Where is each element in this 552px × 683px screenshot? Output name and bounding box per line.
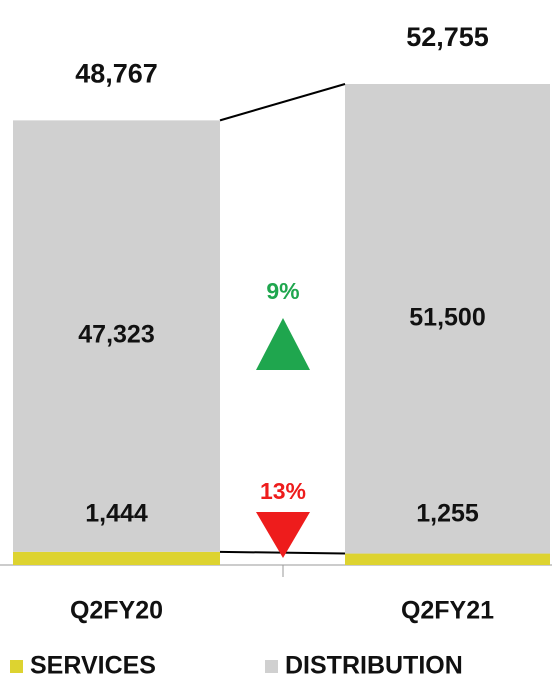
change-arrow bbox=[256, 512, 310, 558]
change-label: 9% bbox=[266, 278, 299, 304]
bar-segment bbox=[13, 120, 220, 552]
data-label: 51,500 bbox=[409, 303, 485, 331]
data-label: 1,444 bbox=[85, 500, 148, 528]
x-tick-label: Q2FY20 bbox=[70, 597, 163, 625]
total-label: 52,755 bbox=[406, 22, 489, 52]
change-arrow bbox=[256, 318, 310, 370]
bar-segment bbox=[13, 551, 220, 565]
bar-segment bbox=[345, 553, 550, 565]
legend-label: SERVICES bbox=[30, 652, 156, 680]
legend-swatch bbox=[265, 660, 278, 673]
total-label: 48,767 bbox=[75, 58, 158, 88]
x-tick-label: Q2FY21 bbox=[401, 597, 494, 625]
change-label: 13% bbox=[260, 478, 306, 504]
data-label: 1,255 bbox=[416, 500, 479, 528]
connector bbox=[219, 83, 346, 122]
legend-label: DISTRIBUTION bbox=[285, 652, 463, 680]
legend-swatch bbox=[10, 660, 23, 673]
data-label: 47,323 bbox=[78, 321, 154, 349]
bar-segment bbox=[345, 84, 550, 554]
